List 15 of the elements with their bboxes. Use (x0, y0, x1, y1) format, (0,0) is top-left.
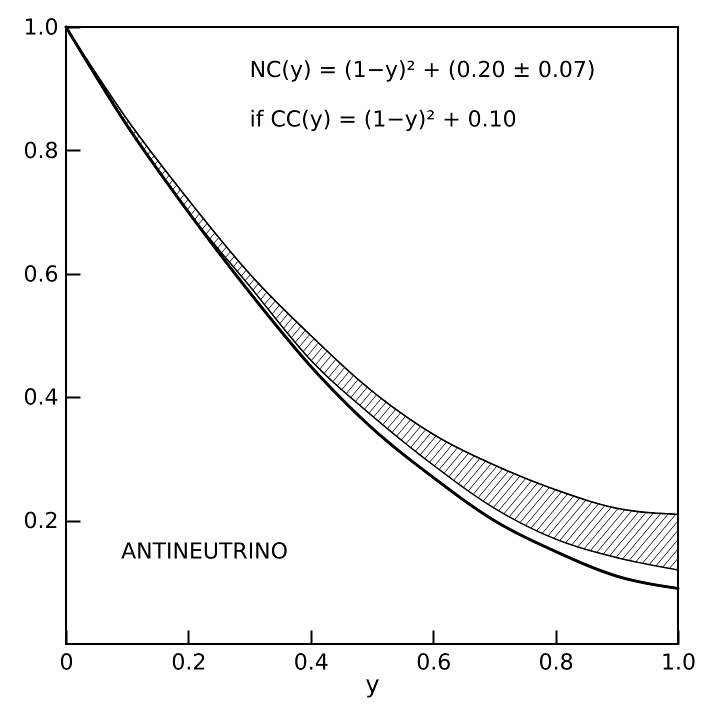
y-tick-label: 1.0 (24, 16, 58, 40)
annotation: NC(y) = (1−y)² + (0.20 ± 0.07) (250, 58, 596, 84)
x-tick-label: 0.4 (294, 650, 329, 676)
x-tick-label: 1.0 (661, 650, 696, 676)
annotation: ANTINEUTRINO (121, 539, 288, 564)
y-tick-label: 0.8 (24, 138, 58, 164)
annotation: if CC(y) = (1−y)² + 0.10 (250, 108, 517, 133)
x-tick-label: 0.6 (416, 650, 452, 676)
x-tick-label: 0.8 (538, 650, 574, 676)
y-tick-label: 0.2 (24, 509, 58, 534)
y-tick-label: 0.4 (24, 386, 58, 411)
x-tick-label: 0.2 (171, 650, 206, 676)
y-tick-label: 0.6 (24, 262, 58, 288)
x-tick-label: 0 (60, 650, 74, 676)
x-axis-title: y (365, 670, 380, 698)
